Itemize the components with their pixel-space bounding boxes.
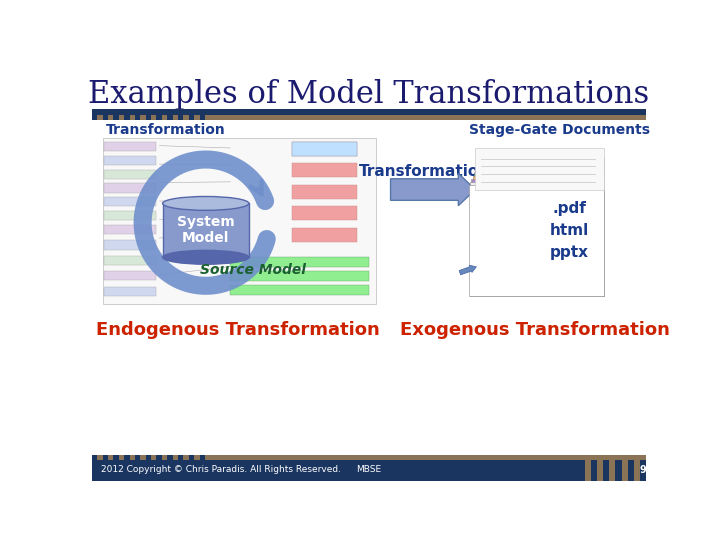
Bar — [104, 184, 156, 193]
Bar — [104, 225, 156, 234]
Bar — [472, 176, 604, 296]
Bar — [167, 115, 173, 120]
Text: System
Model: System Model — [177, 215, 235, 246]
Bar — [104, 170, 156, 179]
Bar — [292, 164, 357, 177]
Bar — [135, 455, 140, 460]
Bar — [230, 285, 369, 295]
Bar — [104, 211, 156, 220]
Bar — [104, 156, 156, 165]
Bar — [102, 138, 376, 303]
Text: Transformation: Transformation — [106, 123, 225, 137]
Ellipse shape — [163, 197, 249, 210]
Bar — [135, 115, 140, 120]
Bar — [92, 455, 97, 460]
Text: Examples of Model Transformations: Examples of Model Transformations — [89, 78, 649, 110]
Bar — [178, 115, 184, 120]
Bar — [640, 460, 647, 481]
Bar — [469, 185, 604, 296]
Bar — [92, 110, 647, 115]
Bar — [102, 455, 108, 460]
Bar — [104, 271, 156, 280]
Bar — [474, 173, 604, 296]
Bar — [199, 115, 205, 120]
Bar — [478, 160, 604, 296]
Bar — [292, 142, 357, 156]
Bar — [113, 115, 119, 120]
Bar — [104, 287, 156, 296]
Text: 9: 9 — [640, 465, 647, 475]
Text: Transformation: Transformation — [359, 164, 490, 179]
Bar — [292, 142, 357, 156]
Bar — [92, 455, 647, 460]
Bar — [156, 115, 162, 120]
Bar — [628, 460, 634, 481]
Bar — [92, 115, 97, 120]
Text: Source Model: Source Model — [200, 264, 307, 278]
Bar — [145, 115, 151, 120]
Ellipse shape — [163, 251, 249, 264]
Bar — [621, 460, 628, 481]
Bar — [475, 170, 604, 296]
Text: Exogenous Transformation: Exogenous Transformation — [400, 321, 670, 340]
Bar — [480, 157, 604, 296]
Text: .pdf
html
pptx: .pdf html pptx — [549, 201, 589, 260]
Bar — [163, 204, 249, 257]
Bar — [102, 115, 108, 120]
Bar — [104, 142, 156, 151]
Bar — [167, 455, 173, 460]
FancyArrow shape — [390, 173, 475, 206]
Text: Stage-Gate Documents: Stage-Gate Documents — [469, 123, 650, 137]
Bar — [292, 206, 357, 220]
Bar — [585, 460, 590, 481]
Text: Endogenous Transformation: Endogenous Transformation — [96, 321, 380, 340]
Bar — [603, 460, 609, 481]
Bar — [189, 455, 194, 460]
Bar — [104, 240, 156, 249]
Bar — [189, 115, 194, 120]
FancyArrow shape — [459, 265, 477, 275]
Text: MBSE: MBSE — [356, 465, 382, 474]
Bar — [475, 148, 604, 190]
Bar — [92, 460, 647, 481]
Bar — [104, 197, 156, 206]
Bar — [178, 455, 184, 460]
Bar — [113, 455, 119, 460]
Bar — [156, 455, 162, 460]
Bar — [124, 115, 130, 120]
Bar — [292, 228, 357, 242]
Bar — [477, 164, 604, 296]
Text: 2012 Copyright © Chris Paradis. All Rights Reserved.: 2012 Copyright © Chris Paradis. All Righ… — [101, 465, 341, 474]
Bar — [124, 455, 130, 460]
Bar — [634, 460, 640, 481]
Bar — [92, 115, 647, 120]
Bar — [476, 166, 604, 296]
Bar — [470, 182, 604, 296]
Bar — [590, 460, 597, 481]
Bar — [292, 185, 357, 199]
Bar — [199, 455, 205, 460]
Bar — [616, 460, 621, 481]
Bar — [472, 179, 604, 296]
Bar — [230, 257, 369, 267]
Bar — [609, 460, 616, 481]
Bar — [145, 455, 151, 460]
Bar — [230, 271, 369, 281]
Bar — [104, 256, 156, 265]
Bar — [597, 460, 603, 481]
